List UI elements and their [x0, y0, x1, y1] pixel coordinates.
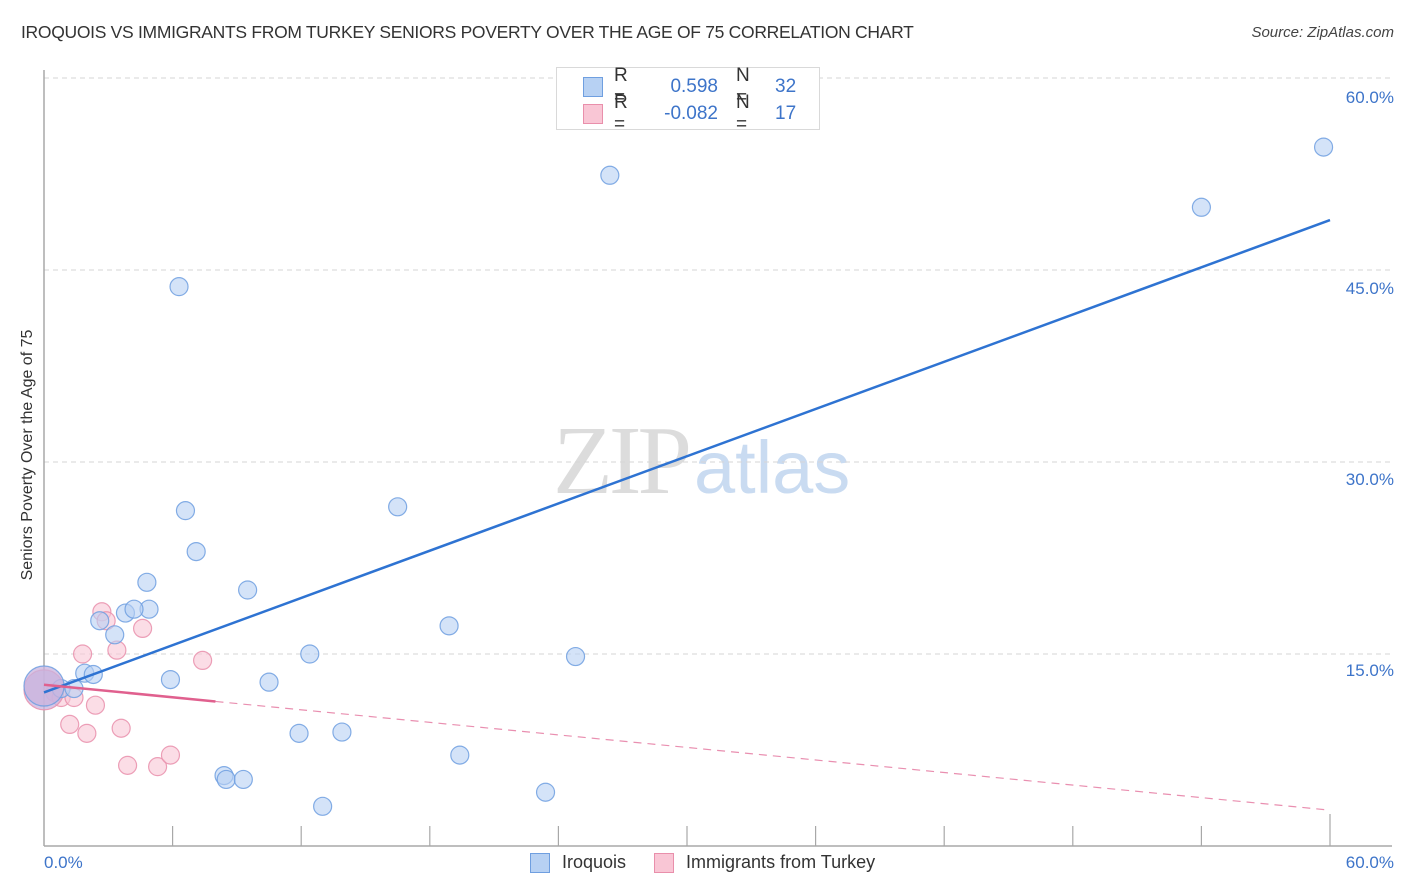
- r-value: 0.598: [670, 76, 718, 97]
- y-tick-30: 30.0%: [1345, 470, 1394, 489]
- iroquois-data-point: [90, 611, 110, 631]
- iroquois-data-point: [450, 745, 470, 765]
- iroquois-data-point: [169, 277, 189, 297]
- iroquois-data-point: [388, 497, 408, 517]
- legend-item-iroquois[interactable]: Iroquois: [530, 852, 626, 873]
- iroquois-data-point: [259, 672, 279, 692]
- legend-label-iroquois: Iroquois: [562, 852, 627, 872]
- iroquois-swatch-icon: [530, 852, 550, 873]
- n-label: N =: [736, 65, 750, 108]
- turkey-data-point: [60, 714, 80, 735]
- turkey-data-point: [193, 650, 213, 671]
- n-label: N =: [736, 92, 750, 135]
- iroquois-data-point: [160, 669, 181, 690]
- correlation-legend: R = 0.598 N = 32 R = -0.082 N = 17: [556, 65, 820, 135]
- iroquois-data-point: [313, 796, 333, 816]
- iroquois-data-point: [1191, 197, 1212, 217]
- r-value: -0.082: [664, 103, 718, 124]
- source-credit: Source: ZipAtlas.com: [1251, 24, 1394, 41]
- turkey-data-point: [72, 644, 93, 664]
- axes: [43, 70, 1392, 847]
- turkey-data-point: [111, 718, 131, 738]
- r-label: R =: [614, 92, 628, 135]
- x-tick-max: 60.0%: [1345, 853, 1394, 872]
- turkey-swatch-icon: [654, 852, 675, 873]
- iroquois-data-point: [565, 646, 586, 667]
- turkey-data-point: [117, 755, 138, 775]
- iroquois-trendline: [43, 218, 1331, 694]
- iroquois-data-point: [175, 501, 196, 521]
- series-legend: Iroquois Immigrants from Turkey: [530, 852, 903, 873]
- trendlines: [43, 218, 1331, 811]
- y-axis-label: Seniors Poverty Over the Age of 75: [19, 329, 36, 581]
- turkey-trendline-solid: [43, 683, 216, 703]
- turkey-trendline-dashed: [215, 700, 1331, 811]
- n-value: 32: [775, 76, 797, 97]
- iroquois-data-point: [535, 782, 556, 802]
- chart-title: IROQUOIS VS IMMIGRANTS FROM TURKEY SENIO…: [21, 22, 914, 42]
- legend-label-turkey: Immigrants from Turkey: [686, 852, 876, 872]
- legend-item-turkey[interactable]: Immigrants from Turkey: [654, 852, 875, 873]
- iroquois-data-point: [137, 572, 157, 592]
- iroquois-data-point: [439, 616, 459, 636]
- turkey-data-point: [77, 723, 97, 743]
- iroquois-data-point: [300, 644, 320, 664]
- iroquois-data-point: [1313, 137, 1334, 157]
- r-label: R =: [614, 65, 628, 108]
- gridlines: [44, 77, 1392, 655]
- iroquois-points: [23, 137, 1334, 816]
- iroquois-data-point: [233, 769, 253, 790]
- iroquois-data-point: [289, 723, 309, 743]
- iroquois-swatch-icon: [583, 77, 603, 97]
- iroquois-data-point: [124, 599, 144, 619]
- n-value: 17: [775, 103, 797, 124]
- turkey-data-point: [85, 695, 106, 715]
- turkey-data-point: [147, 757, 168, 777]
- y-tick-15: 15.0%: [1345, 661, 1394, 680]
- turkey-swatch-icon: [583, 104, 603, 124]
- iroquois-data-point: [238, 580, 258, 600]
- turkey-data-point: [132, 618, 153, 639]
- iroquois-data-point: [105, 625, 125, 645]
- x-tick-min: 0.0%: [44, 853, 83, 872]
- turkey-data-point: [160, 745, 181, 765]
- iroquois-data-point: [600, 165, 620, 185]
- y-tick-60: 60.0%: [1345, 88, 1394, 107]
- iroquois-data-point: [216, 769, 236, 790]
- iroquois-data-point: [332, 722, 352, 742]
- iroquois-data-point: [186, 541, 206, 562]
- y-tick-45: 45.0%: [1345, 279, 1394, 298]
